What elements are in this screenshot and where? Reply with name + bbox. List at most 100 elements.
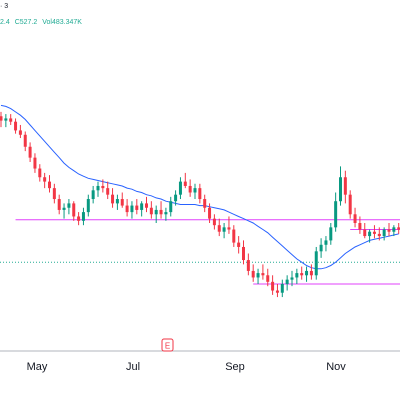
candle[interactable] [159, 201, 163, 219]
candle[interactable] [392, 225, 396, 237]
moving-average-line [0, 104, 399, 270]
candle-body [72, 203, 76, 217]
candle[interactable] [271, 275, 275, 295]
candle-body [77, 216, 81, 221]
candle-body [290, 277, 294, 280]
earnings-marker-box[interactable] [161, 338, 174, 352]
candle[interactable] [125, 199, 129, 217]
candle[interactable] [314, 246, 318, 280]
candle[interactable] [52, 183, 56, 204]
candle-body [154, 209, 158, 215]
candle[interactable] [275, 284, 279, 298]
candle[interactable] [0, 111, 3, 128]
candle[interactable] [280, 279, 284, 298]
candle-body [174, 194, 178, 202]
candle[interactable] [329, 223, 333, 245]
candle[interactable] [309, 264, 313, 280]
candle[interactable] [140, 201, 144, 217]
candle-body [149, 207, 153, 215]
candle[interactable] [377, 227, 381, 241]
candle[interactable] [86, 194, 90, 217]
candle[interactable] [198, 183, 202, 204]
candle[interactable] [106, 181, 110, 200]
candle[interactable] [343, 170, 347, 204]
candle[interactable] [9, 114, 13, 125]
candle[interactable] [154, 205, 158, 223]
candle-body [4, 118, 8, 121]
candle[interactable] [164, 207, 168, 221]
candle[interactable] [4, 114, 8, 128]
candle[interactable] [174, 190, 178, 206]
candle[interactable] [237, 236, 241, 254]
candle[interactable] [242, 240, 245, 265]
candle[interactable] [57, 194, 61, 215]
candle[interactable] [77, 212, 81, 226]
candle[interactable] [188, 179, 192, 197]
candle[interactable] [178, 177, 182, 200]
candle[interactable] [193, 183, 197, 200]
candle[interactable] [319, 238, 323, 258]
candle[interactable] [62, 203, 66, 219]
candle[interactable] [38, 164, 42, 182]
candle[interactable] [81, 207, 85, 226]
candle[interactable] [145, 196, 148, 213]
candle[interactable] [43, 172, 47, 189]
candle[interactable] [261, 264, 265, 280]
candle[interactable] [212, 214, 216, 230]
candle[interactable] [115, 194, 119, 210]
candle[interactable] [339, 166, 342, 206]
candle-body [309, 270, 313, 276]
candle[interactable] [217, 218, 221, 237]
candle[interactable] [183, 172, 187, 189]
candle[interactable] [387, 223, 391, 237]
candle[interactable] [358, 216, 362, 234]
candle[interactable] [368, 229, 372, 243]
candle[interactable] [111, 188, 115, 208]
candle[interactable] [324, 236, 328, 252]
candle[interactable] [295, 268, 299, 284]
candle[interactable] [348, 190, 352, 219]
candle[interactable] [290, 270, 294, 287]
candle[interactable] [48, 175, 51, 193]
candle[interactable] [33, 153, 37, 173]
candle[interactable] [382, 227, 386, 241]
candle[interactable] [120, 192, 124, 208]
candle[interactable] [130, 201, 134, 219]
candle[interactable] [232, 225, 236, 247]
candle[interactable] [67, 199, 71, 215]
candle[interactable] [256, 268, 260, 284]
candle[interactable] [285, 275, 289, 291]
candles-layer[interactable] [0, 111, 400, 298]
candle[interactable] [266, 268, 270, 287]
candle[interactable] [135, 199, 139, 215]
candle[interactable] [300, 266, 304, 280]
candle[interactable] [208, 203, 212, 223]
candle[interactable] [14, 118, 18, 134]
candle[interactable] [246, 253, 250, 276]
candle[interactable] [23, 131, 27, 152]
candle[interactable] [28, 142, 32, 162]
candle[interactable] [251, 264, 255, 282]
candle[interactable] [222, 223, 226, 239]
candle[interactable] [96, 181, 100, 197]
candle[interactable] [91, 185, 95, 204]
earnings-marker[interactable]: E [161, 338, 174, 352]
candle[interactable] [334, 192, 338, 232]
candle-body [271, 281, 275, 291]
candle[interactable] [101, 179, 105, 193]
candle-body [140, 203, 144, 210]
candle[interactable] [363, 223, 367, 239]
candle[interactable] [72, 201, 76, 221]
candle[interactable] [169, 196, 173, 217]
candle[interactable] [203, 194, 207, 213]
candle[interactable] [397, 223, 400, 234]
candle[interactable] [18, 124, 22, 139]
candle[interactable] [227, 216, 231, 234]
candle[interactable] [149, 201, 153, 219]
candle[interactable] [372, 225, 376, 239]
candle-body [372, 231, 376, 234]
candle-body [111, 194, 115, 204]
candle[interactable] [305, 266, 309, 282]
candle[interactable] [353, 207, 357, 228]
